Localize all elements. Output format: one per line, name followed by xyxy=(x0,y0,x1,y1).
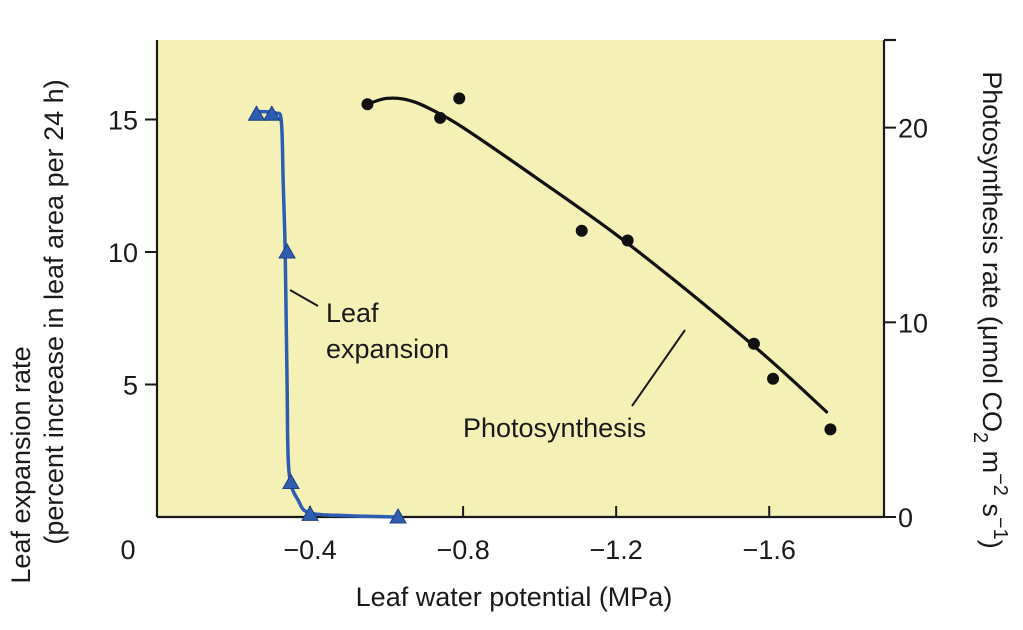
y-right-tick-label: 20 xyxy=(898,114,928,144)
photosynthesis-point xyxy=(361,98,374,111)
y-left-tick-label: 15 xyxy=(108,106,138,136)
x-tick-label: −0.8 xyxy=(436,535,489,565)
y-left-tick-label: 5 xyxy=(123,371,138,401)
x-axis-title: Leaf water potential (MPa) xyxy=(356,582,673,612)
leaf-expansion-point xyxy=(247,105,266,121)
y-left-axis-title-line2: (percent increase in leaf area per 24 h) xyxy=(39,79,69,544)
leaf-expansion-point xyxy=(389,507,407,524)
y-right-axis-title-part: 2 xyxy=(969,432,991,443)
leaf-expansion-annotation-pointer xyxy=(289,289,319,307)
y-right-tick-label: 0 xyxy=(898,503,913,533)
photosynthesis-annotation-pointer xyxy=(631,329,686,407)
origin-label: 0 xyxy=(120,535,135,565)
y-right-axis-title: Photosynthesis rate (μmol CO2 m−2 s−1) xyxy=(969,71,1011,548)
photosynthesis-point xyxy=(747,337,760,350)
leaf-expansion-point xyxy=(301,505,319,521)
photosynthesis-point xyxy=(434,111,447,124)
y-right-axis-title-part: ) xyxy=(977,540,1007,549)
leaf-expansion-point xyxy=(278,242,296,259)
photosynthesis-point xyxy=(767,372,780,385)
x-tick-label: −1.2 xyxy=(590,535,643,565)
photosynthesis-annotation: Photosynthesis xyxy=(463,413,646,443)
leaf-expansion-point xyxy=(262,105,281,121)
y-right-axis-title-part: m xyxy=(977,443,1007,473)
photosynthesis-point xyxy=(621,234,634,247)
y-left-axis-title-line1: Leaf expansion rate xyxy=(6,346,36,583)
y-right-axis-title-part: −2 xyxy=(989,473,1011,496)
y-right-tick-label: 10 xyxy=(898,308,928,338)
photosynthesis-point xyxy=(824,423,837,436)
photosynthesis-point xyxy=(453,92,466,105)
photosynthesis-point xyxy=(575,224,588,237)
leaf-expansion-annotation-line1: Leaf xyxy=(326,298,379,328)
photosynthesis-line xyxy=(365,96,829,414)
y-right-axis-title-part: Photosynthesis rate (μmol CO xyxy=(977,71,1007,432)
leaf-expansion-point xyxy=(282,473,300,490)
x-tick-label: −1.6 xyxy=(743,535,796,565)
y-left-tick-label: 10 xyxy=(108,238,138,268)
x-tick-label: −0.4 xyxy=(283,535,336,565)
y-right-axis-title-part: s xyxy=(977,496,1007,517)
leaf-expansion-annotation-line2: expansion xyxy=(326,334,449,364)
y-right-axis-title-part: −1 xyxy=(989,517,1011,540)
